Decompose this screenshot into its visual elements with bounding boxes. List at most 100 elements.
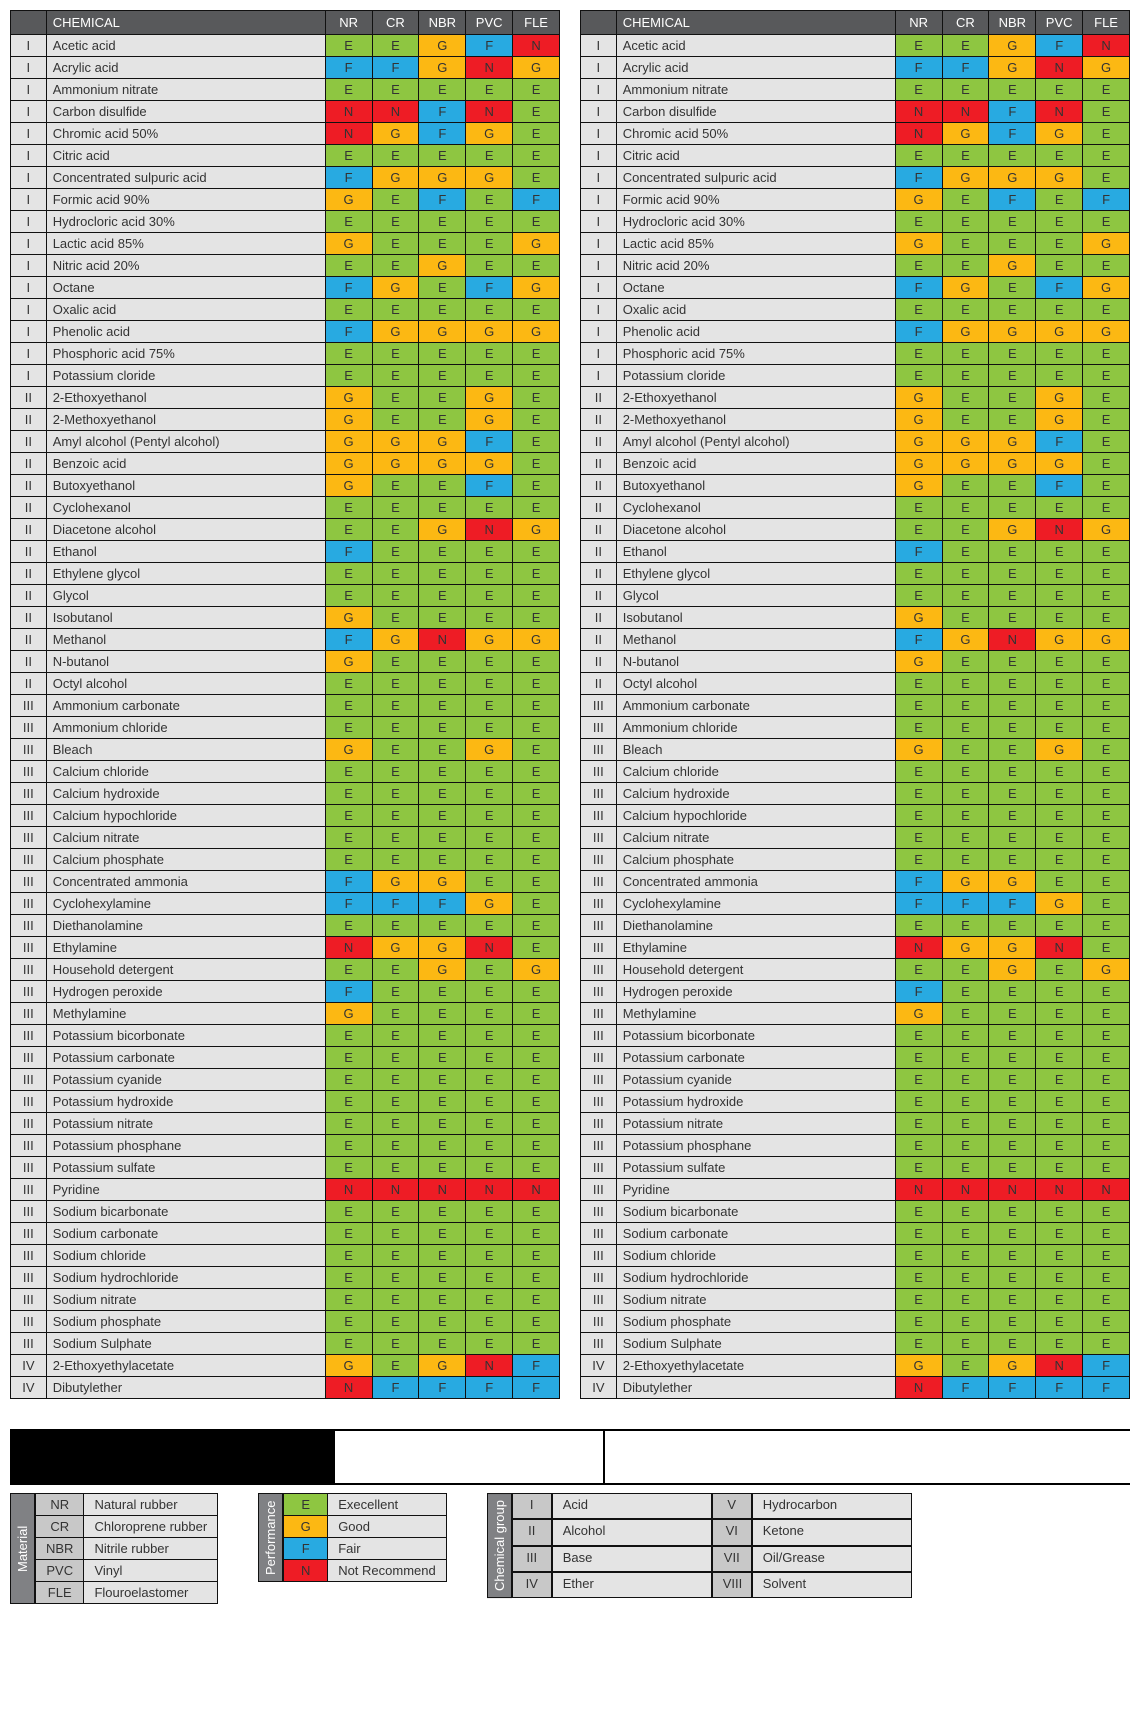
- rating-cell: N: [1036, 1355, 1083, 1377]
- rating-cell: E: [466, 1223, 513, 1245]
- table-row: IIISodium chlorideEEEEE: [581, 1245, 1130, 1267]
- table-row: IIGlycolEEEEE: [581, 585, 1130, 607]
- header-NBR: NBR: [419, 11, 466, 35]
- rating-cell: E: [419, 717, 466, 739]
- chemical-name: Amyl alcohol (Pentyl alcohol): [616, 431, 895, 453]
- rating-cell: E: [1036, 1223, 1083, 1245]
- rating-cell: E: [372, 959, 419, 981]
- rating-cell: E: [466, 1025, 513, 1047]
- chemical-name: Household detergent: [616, 959, 895, 981]
- chemical-name: Potassium cloride: [616, 365, 895, 387]
- rating-cell: E: [895, 585, 942, 607]
- group-cell: III: [581, 717, 617, 739]
- group-cell: II: [11, 475, 47, 497]
- rating-cell: G: [466, 321, 513, 343]
- chemical-name: Ethylene glycol: [46, 563, 325, 585]
- rating-cell: G: [1083, 629, 1130, 651]
- table-row: IIIEthylamineNGGNE: [11, 937, 560, 959]
- group-cell: II: [11, 629, 47, 651]
- rating-cell: E: [895, 1223, 942, 1245]
- rating-cell: G: [372, 937, 419, 959]
- group-name: Oil/Grease: [752, 1546, 912, 1572]
- chemical-name: Calcium chloride: [46, 761, 325, 783]
- rating-cell: E: [989, 277, 1036, 299]
- group-code: VIII: [712, 1572, 752, 1598]
- rating-cell: E: [895, 805, 942, 827]
- chemical-name: Calcium phosphate: [616, 849, 895, 871]
- rating-cell: E: [419, 1091, 466, 1113]
- table-row: IIAmyl alcohol (Pentyl alcohol)GGGFE: [11, 431, 560, 453]
- rating-cell: F: [325, 981, 372, 1003]
- group-cell: I: [581, 365, 617, 387]
- rating-cell: E: [1083, 827, 1130, 849]
- rating-cell: E: [372, 585, 419, 607]
- legend-material-table: NRNatural rubberCRChloroprene rubberNBRN…: [35, 1493, 218, 1604]
- group-cell: III: [11, 1025, 47, 1047]
- rating-cell: N: [1036, 101, 1083, 123]
- rating-cell: G: [513, 519, 560, 541]
- table-row: IIISodium SulphateEEEEE: [11, 1333, 560, 1355]
- table-row: IIISodium SulphateEEEEE: [581, 1333, 1130, 1355]
- rating-cell: E: [1083, 761, 1130, 783]
- rating-cell: E: [989, 343, 1036, 365]
- group-cell: I: [581, 233, 617, 255]
- rating-cell: E: [1083, 585, 1130, 607]
- table-row: ICarbon disulfideNNFNE: [11, 101, 560, 123]
- rating-cell: G: [1036, 321, 1083, 343]
- rating-cell: E: [372, 717, 419, 739]
- rating-cell: E: [372, 1091, 419, 1113]
- rating-cell: G: [419, 167, 466, 189]
- rating-cell: E: [466, 1245, 513, 1267]
- table-row: IIIPotassium cyanideEEEEE: [11, 1069, 560, 1091]
- rating-cell: E: [989, 915, 1036, 937]
- rating-cell: E: [942, 981, 989, 1003]
- rating-cell: N: [466, 519, 513, 541]
- rating-cell: E: [466, 673, 513, 695]
- table-row: IAcrylic acidFFGNG: [581, 57, 1130, 79]
- chemical-name: Calcium hypochloride: [616, 805, 895, 827]
- rating-cell: G: [325, 189, 372, 211]
- rating-cell: E: [1036, 915, 1083, 937]
- rating-cell: G: [989, 431, 1036, 453]
- group-cell: I: [581, 123, 617, 145]
- chemical-name: Ethanol: [616, 541, 895, 563]
- rating-cell: F: [1083, 1377, 1130, 1399]
- rating-cell: E: [942, 717, 989, 739]
- rating-cell: E: [372, 79, 419, 101]
- rating-cell: E: [513, 1025, 560, 1047]
- rating-cell: E: [989, 1157, 1036, 1179]
- rating-cell: G: [325, 233, 372, 255]
- rating-cell: E: [513, 475, 560, 497]
- rating-cell: E: [989, 211, 1036, 233]
- rating-cell: E: [325, 35, 372, 57]
- group-cell: I: [11, 299, 47, 321]
- rating-cell: E: [419, 277, 466, 299]
- table-row: IIIPotassium hydroxideEEEEE: [11, 1091, 560, 1113]
- chemical-name: Isobutanol: [46, 607, 325, 629]
- rating-cell: E: [1036, 563, 1083, 585]
- header-blank: [581, 11, 617, 35]
- rating-cell: E: [372, 563, 419, 585]
- chemical-name: Carbon disulfide: [46, 101, 325, 123]
- rating-cell: E: [513, 387, 560, 409]
- material-code: NBR: [36, 1538, 84, 1560]
- rating-cell: E: [466, 607, 513, 629]
- rating-cell: E: [1036, 1091, 1083, 1113]
- rating-cell: E: [1083, 673, 1130, 695]
- rating-cell: E: [1036, 827, 1083, 849]
- group-cell: II: [11, 585, 47, 607]
- rating-cell: G: [942, 321, 989, 343]
- rating-cell: E: [372, 145, 419, 167]
- rating-cell: E: [895, 563, 942, 585]
- table-row: IIIAmmonium chlorideEEEEE: [581, 717, 1130, 739]
- rating-cell: G: [513, 629, 560, 651]
- table-row: IPotassium clorideEEEEE: [11, 365, 560, 387]
- group-cell: IV: [11, 1377, 47, 1399]
- rating-cell: E: [419, 365, 466, 387]
- rating-cell: E: [372, 1223, 419, 1245]
- rating-cell: F: [466, 475, 513, 497]
- rating-cell: N: [325, 1179, 372, 1201]
- rating-cell: E: [419, 651, 466, 673]
- rating-cell: E: [513, 849, 560, 871]
- rating-cell: E: [513, 453, 560, 475]
